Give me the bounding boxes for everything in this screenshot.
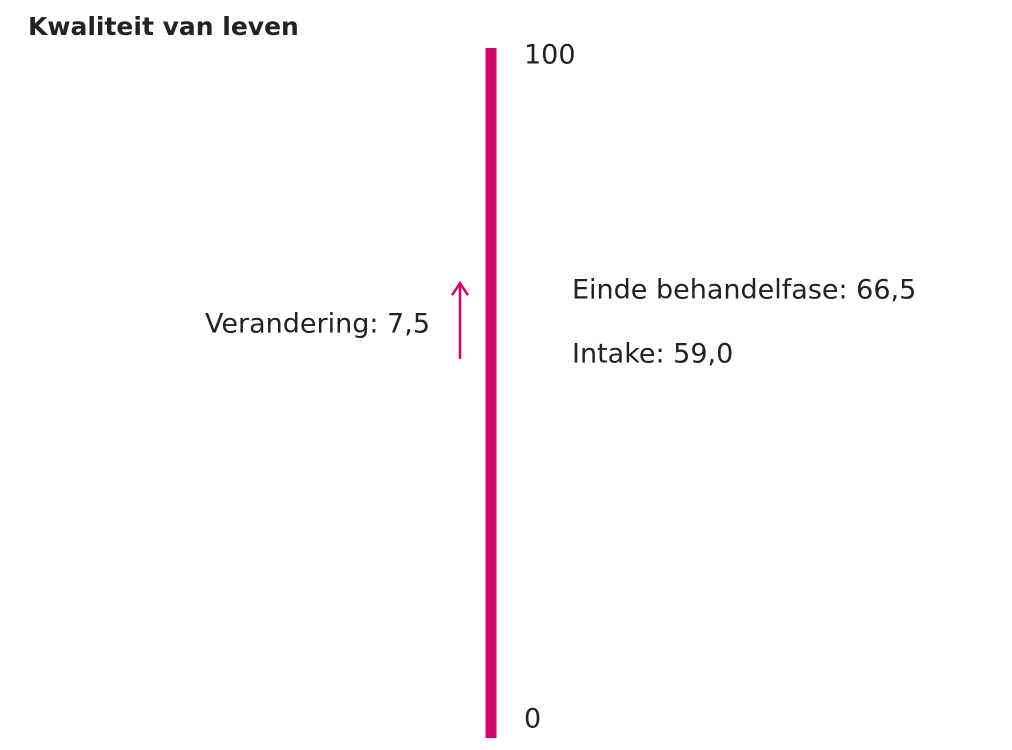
value-label: Intake: 59,0 [572, 338, 733, 369]
y-tick-label: 100 [524, 40, 576, 71]
change-label: Verandering: 7,5 [205, 309, 430, 340]
change-arrow-head [450, 280, 470, 296]
chart-title: Kwaliteit van leven [28, 12, 299, 41]
y-tick-label: 0 [524, 704, 541, 735]
value-label: Einde behandelfase: 66,5 [572, 275, 916, 306]
